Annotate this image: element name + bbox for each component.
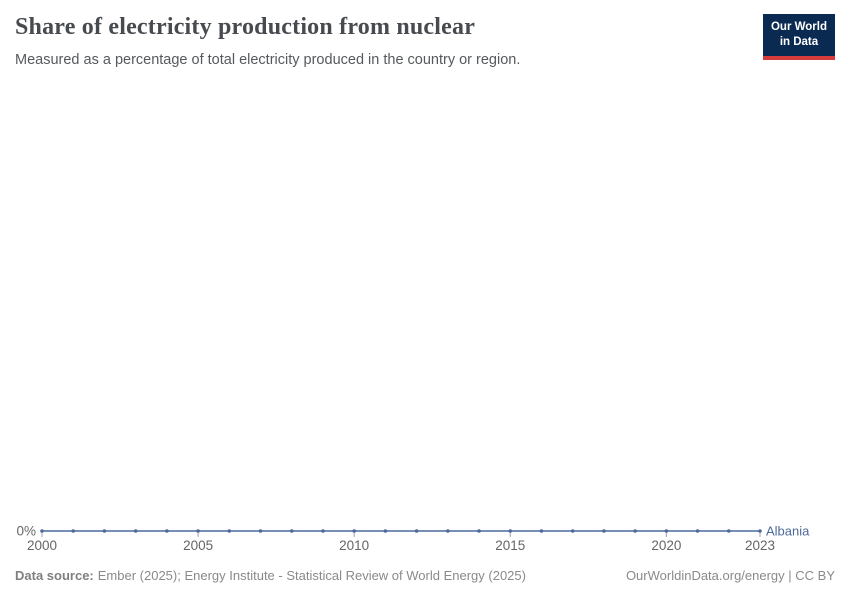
data-point xyxy=(414,529,419,533)
data-point xyxy=(633,529,637,533)
chart-title: Share of electricity production from nuc… xyxy=(15,14,476,40)
data-point xyxy=(477,529,481,533)
owid-logo[interactable]: Our World in Data xyxy=(762,14,835,60)
data-point xyxy=(726,529,731,533)
data-source: Data source: Ember (2025); Energy Institu… xyxy=(15,568,526,583)
data-point xyxy=(758,529,762,533)
y-axis-label: 0% xyxy=(16,524,36,539)
chart-footer: Data source: Ember (2025); Energy Institu… xyxy=(15,568,835,583)
x-axis-tick-label: 2015 xyxy=(495,538,525,553)
data-point xyxy=(321,529,325,533)
data-point xyxy=(446,529,450,533)
data-point xyxy=(695,529,700,533)
data-point xyxy=(258,529,263,533)
data-source-text: Ember (2025); Energy Institute - Statist… xyxy=(97,568,526,583)
data-source-label: Data source: xyxy=(15,568,94,583)
credit-link[interactable]: OurWorldinData.org/energy | CC BY xyxy=(625,568,835,583)
data-point xyxy=(102,529,107,533)
x-axis-tick-label: 2000 xyxy=(27,538,57,553)
data-point xyxy=(352,529,356,533)
data-point xyxy=(602,529,606,533)
x-axis-tick-label: 2023 xyxy=(745,538,775,553)
data-point xyxy=(289,529,294,533)
data-point xyxy=(196,529,200,533)
data-point xyxy=(40,529,44,533)
x-axis-tick-label: 2005 xyxy=(183,538,213,553)
data-point xyxy=(539,529,544,533)
data-point xyxy=(133,529,138,533)
data-point xyxy=(227,529,232,533)
x-axis-tick-label: 2010 xyxy=(339,538,369,553)
data-point xyxy=(165,529,169,533)
data-point xyxy=(383,529,388,533)
data-point xyxy=(508,529,513,533)
data-point xyxy=(570,529,575,533)
chart-subtitle: Measured as a percentage of total electr… xyxy=(15,52,521,68)
entity-label[interactable]: Albania xyxy=(766,524,810,539)
data-point xyxy=(664,529,669,533)
owid-logo-line1: Our World xyxy=(770,21,827,33)
data-point xyxy=(71,529,76,533)
owid-logo-line2: in Data xyxy=(779,35,819,48)
x-axis-tick-label: 2020 xyxy=(651,538,681,553)
